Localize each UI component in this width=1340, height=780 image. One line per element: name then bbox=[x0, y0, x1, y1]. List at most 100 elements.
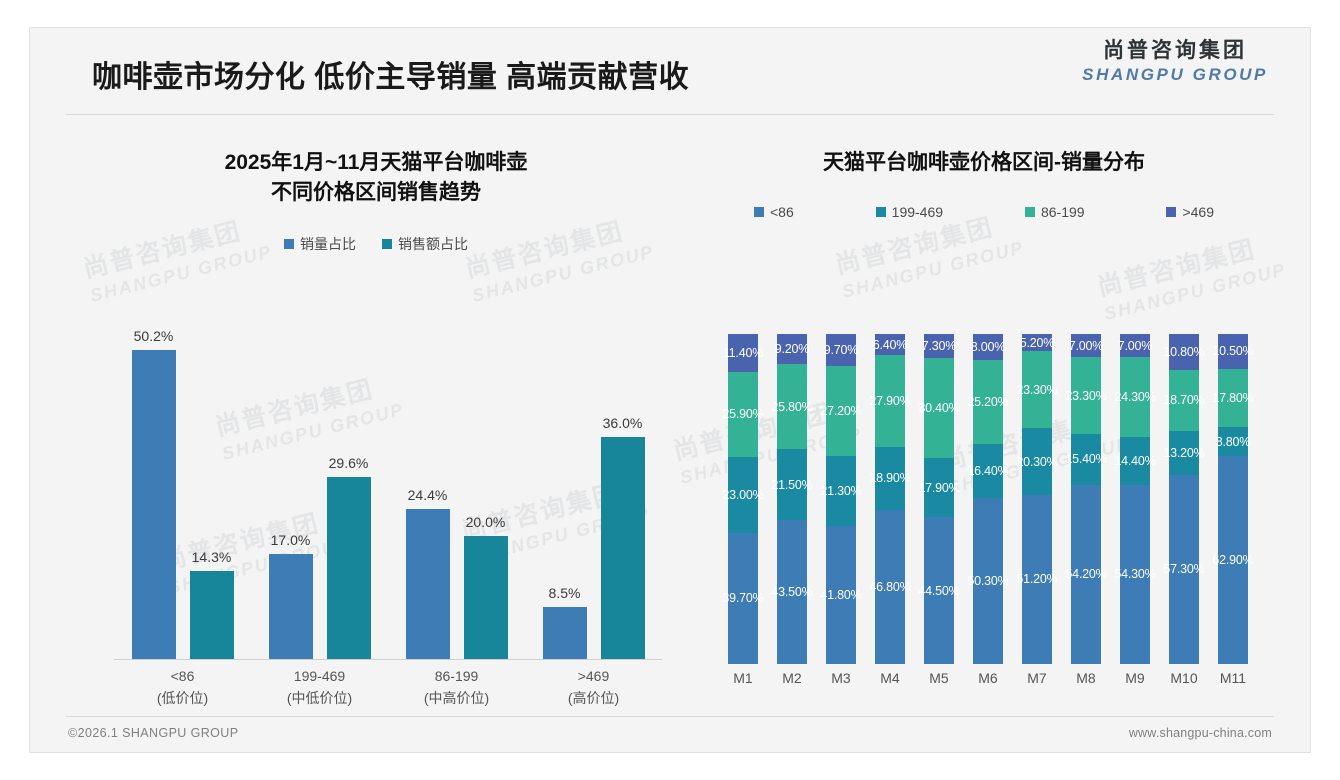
stack-segment[interactable]: 39.70% bbox=[722, 532, 764, 664]
bar-value-label: 36.0% bbox=[602, 415, 643, 432]
stack-segment[interactable]: 13.20% bbox=[1163, 431, 1205, 475]
stack-segment[interactable]: 9.20% bbox=[775, 334, 809, 365]
stacked-bar-column[interactable]: 7.00% 23.30% 15.40% 54.20% bbox=[1065, 334, 1107, 664]
stack-segment[interactable]: 11.40% bbox=[723, 334, 763, 372]
x-axis-tick: M9 bbox=[1125, 670, 1145, 686]
legend-swatch bbox=[284, 238, 294, 249]
stack-segment-label: 8.00% bbox=[970, 340, 1006, 355]
bar-volume[interactable] bbox=[405, 508, 450, 659]
legend-item-0[interactable]: 销量占比 bbox=[284, 234, 356, 254]
stack-segment[interactable]: 5.20% bbox=[1020, 334, 1054, 352]
stack-segment[interactable]: 46.80% bbox=[869, 509, 911, 664]
legend-item-1[interactable]: 199-469 bbox=[875, 203, 944, 220]
stack-segment[interactable]: 30.40% bbox=[918, 358, 960, 459]
stacked-bar-column[interactable]: 5.20% 23.30% 20.30% 51.20% bbox=[1016, 334, 1058, 664]
stack-segment[interactable]: 17.90% bbox=[918, 458, 960, 518]
stack-segment[interactable]: 25.80% bbox=[771, 364, 813, 450]
stack-segment[interactable]: 50.30% bbox=[967, 497, 1009, 664]
stack-segment[interactable]: 62.90% bbox=[1212, 456, 1254, 664]
stack-segment-label: 39.70% bbox=[722, 591, 764, 606]
page-title: 咖啡壶市场分化 低价主导销量 高端贡献营收 bbox=[92, 61, 690, 94]
stack-segment[interactable]: 25.20% bbox=[967, 360, 1009, 444]
stack-segment[interactable]: 23.30% bbox=[1016, 351, 1058, 429]
stack-segment[interactable]: 10.80% bbox=[1163, 334, 1205, 370]
bar-revenue[interactable] bbox=[189, 570, 234, 659]
bar-revenue[interactable] bbox=[463, 535, 508, 659]
legend-item-2[interactable]: 86-199 bbox=[1024, 204, 1085, 220]
stack-segment[interactable]: 7.00% bbox=[1118, 334, 1152, 358]
bar-value-label: 14.3% bbox=[191, 548, 232, 565]
stacked-bar-column[interactable]: 10.50% 17.80% 8.80% 62.90% bbox=[1212, 334, 1254, 664]
stack-segment[interactable]: 10.50% bbox=[1212, 334, 1254, 369]
bar-slot: 8.5% bbox=[542, 320, 587, 659]
stack-segment[interactable]: 27.90% bbox=[869, 355, 911, 448]
stack-segment[interactable]: 7.00% bbox=[1069, 334, 1103, 358]
bar-revenue[interactable] bbox=[326, 476, 371, 659]
stack-segment[interactable]: 57.30% bbox=[1163, 474, 1205, 664]
bar-group: 8.5% 36.0% bbox=[525, 320, 662, 659]
stack-segment[interactable]: 8.00% bbox=[970, 334, 1006, 361]
bar-slot: 20.0% bbox=[463, 320, 508, 659]
stack-segment[interactable]: 18.70% bbox=[1163, 369, 1205, 432]
stack-segment[interactable]: 8.80% bbox=[1216, 427, 1250, 457]
bar-value-label: 20.0% bbox=[465, 513, 506, 530]
stacked-bar-column[interactable]: 7.00% 24.30% 14.40% 54.30% bbox=[1114, 334, 1156, 664]
bar-volume[interactable] bbox=[542, 606, 587, 659]
legend-item-0[interactable]: <86 bbox=[754, 204, 794, 220]
legend-item-1[interactable]: 销售额占比 bbox=[382, 234, 468, 254]
stack-segment[interactable]: 21.50% bbox=[771, 449, 813, 521]
stack-segment-label: 24.30% bbox=[1114, 390, 1156, 405]
watermark-chinese: 尚普咨询集团 bbox=[1094, 235, 1259, 302]
stack-segment-label: 44.50% bbox=[918, 583, 960, 598]
stack-segment-label: 23.00% bbox=[722, 488, 764, 503]
x-axis-tick: M5 bbox=[929, 670, 949, 686]
stack-segment-label: 10.80% bbox=[1163, 344, 1205, 359]
bar-volume[interactable] bbox=[268, 554, 313, 659]
stacked-bar-column[interactable]: 11.40% 25.90% 23.00% 39.70% bbox=[722, 334, 764, 664]
stack-segment[interactable]: 18.90% bbox=[869, 447, 911, 510]
right-chart-legend: <86 199-469 86-199 >469 bbox=[694, 204, 1274, 220]
stacked-bar-column[interactable]: 6.40% 27.90% 18.90% 46.80% bbox=[869, 334, 911, 664]
stack-segment[interactable]: 23.30% bbox=[1065, 357, 1107, 434]
stack-segment-label: 54.20% bbox=[1065, 567, 1107, 582]
stack-segment[interactable]: 41.80% bbox=[820, 526, 862, 664]
stack-segment[interactable]: 6.40% bbox=[873, 334, 907, 356]
stack-segment-label: 17.80% bbox=[1212, 391, 1254, 405]
stack-segment[interactable]: 15.40% bbox=[1065, 433, 1107, 485]
stack-segment[interactable]: 14.40% bbox=[1114, 437, 1156, 485]
stack-segment-label: 10.50% bbox=[1212, 344, 1254, 359]
stack-segment-label: 25.20% bbox=[967, 394, 1009, 409]
bar-revenue[interactable] bbox=[600, 437, 645, 659]
stacked-bar-column[interactable]: 7.30% 30.40% 17.90% 44.50% bbox=[918, 334, 960, 665]
stack-segment[interactable]: 54.20% bbox=[1065, 484, 1107, 664]
stack-segment[interactable]: 27.20% bbox=[820, 366, 862, 456]
bar-slot: 14.3% bbox=[189, 320, 234, 659]
legend-label: 199-469 bbox=[891, 203, 944, 220]
stack-segment[interactable]: 24.30% bbox=[1114, 357, 1156, 438]
stack-segment[interactable]: 23.00% bbox=[722, 457, 764, 533]
stack-segment-label: 62.90% bbox=[1212, 553, 1254, 568]
stacked-bar-column[interactable]: 8.00% 25.20% 16.40% 50.30% bbox=[967, 334, 1009, 664]
legend-item-3[interactable]: >469 bbox=[1166, 204, 1214, 220]
stack-segment[interactable]: 20.30% bbox=[1016, 428, 1058, 496]
slide-header: 咖啡壶市场分化 低价主导销量 高端贡献营收 尚普咨询集团 SHANGPU GRO… bbox=[30, 28, 1310, 114]
stack-segment[interactable]: 54.30% bbox=[1114, 484, 1156, 664]
stack-segment[interactable]: 43.50% bbox=[771, 520, 813, 664]
stack-segment[interactable]: 9.70% bbox=[824, 334, 858, 366]
stack-segment[interactable]: 17.80% bbox=[1212, 368, 1254, 428]
stack-segment[interactable]: 16.40% bbox=[967, 443, 1009, 498]
legend-label: >469 bbox=[1182, 203, 1214, 220]
stacked-bar-column[interactable]: 10.80% 18.70% 13.20% 57.30% bbox=[1163, 334, 1205, 664]
stack-segment[interactable]: 7.30% bbox=[922, 334, 956, 359]
stacked-bar-column[interactable]: 9.70% 27.20% 21.30% 41.80% bbox=[820, 334, 862, 664]
bar-slot: 17.0% bbox=[268, 320, 313, 659]
bar-slot: 24.4% bbox=[405, 320, 450, 659]
bar-volume[interactable] bbox=[131, 349, 176, 659]
stack-segment[interactable]: 51.20% bbox=[1016, 495, 1058, 664]
stack-segment[interactable]: 44.50% bbox=[918, 517, 960, 665]
x-axis-tick: M2 bbox=[782, 670, 802, 686]
stacked-bar-column[interactable]: 9.20% 25.80% 21.50% 43.50% bbox=[771, 334, 813, 664]
legend-swatch bbox=[1024, 206, 1035, 217]
stack-segment[interactable]: 25.90% bbox=[722, 371, 764, 458]
stack-segment[interactable]: 21.30% bbox=[820, 455, 862, 527]
